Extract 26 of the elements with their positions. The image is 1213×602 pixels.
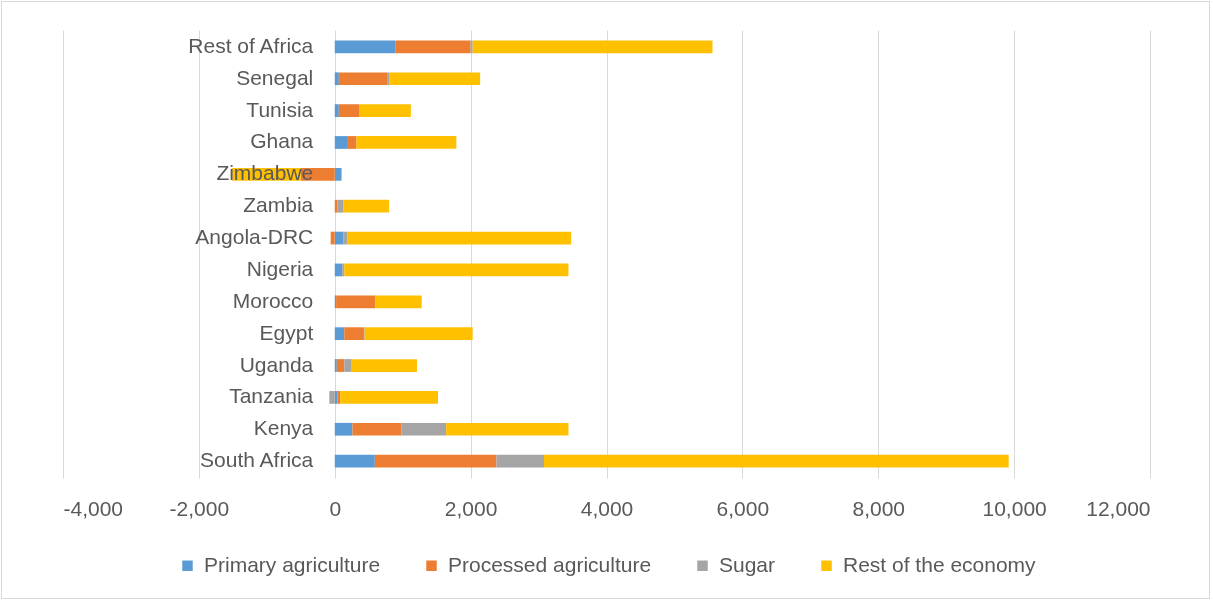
y-tick-label: Nigeria (246, 256, 314, 280)
y-tick-label: Angola-DRC (195, 225, 314, 249)
legend-label: Sugar (719, 552, 776, 576)
legend-label: Primary agriculture (204, 552, 381, 576)
x-tick-label: -4,000 (63, 496, 124, 520)
y-tick-label: South Africa (200, 448, 314, 472)
x-tick-label: 10,000 (982, 496, 1047, 520)
legend-label: Processed agriculture (448, 552, 652, 576)
x-tick-label: 0 (329, 496, 342, 520)
x-tick-label: 2,000 (444, 496, 498, 520)
y-tick-label: Tanzania (229, 384, 314, 408)
x-tick-label: 6,000 (716, 496, 770, 520)
x-tick-label: 4,000 (580, 496, 634, 520)
y-tick-label: Morocco (232, 288, 314, 312)
x-tick-label: -2,000 (169, 496, 230, 520)
y-tick-label: Tunisia (246, 97, 314, 121)
y-tick-label: Egypt (259, 320, 314, 344)
y-tick-label: Senegal (236, 65, 314, 89)
y-tick-label: Uganda (239, 352, 314, 376)
y-tick-label: Zambia (243, 193, 314, 217)
x-tick-label: 12,000 (1086, 496, 1151, 520)
y-tick-label: Rest of Africa (188, 33, 314, 57)
y-tick-label: Ghana (250, 129, 314, 153)
y-tick-label: Kenya (253, 416, 314, 440)
x-tick-label: 8,000 (852, 496, 906, 520)
legend-label: Rest of the economy (843, 552, 1037, 576)
